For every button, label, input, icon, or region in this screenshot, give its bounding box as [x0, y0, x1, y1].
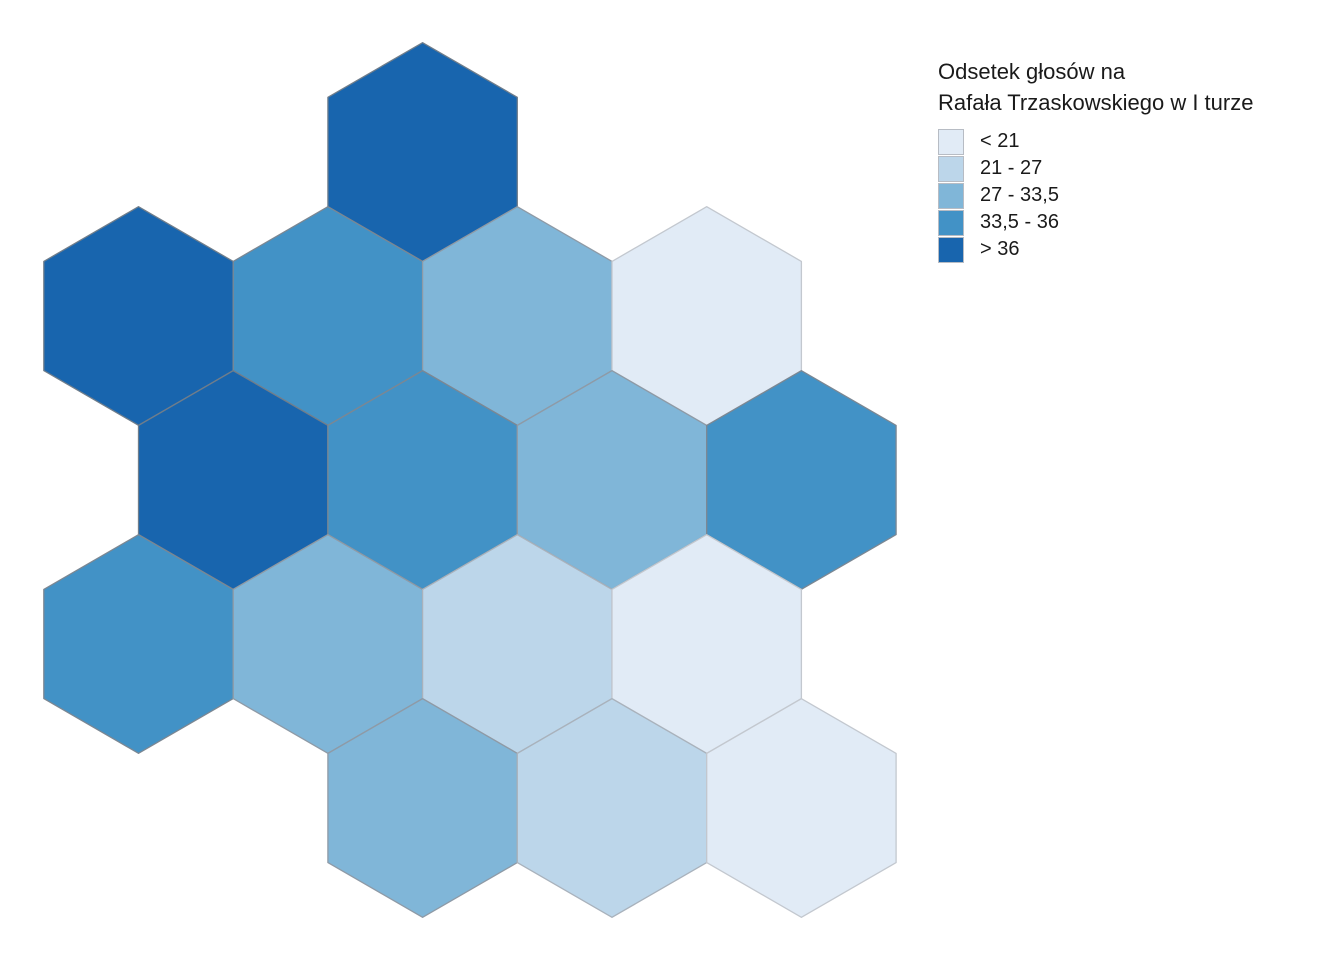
- legend-label: 27 - 33,5: [980, 184, 1059, 206]
- legend-label: < 21: [980, 130, 1020, 152]
- legend-label: 33,5 - 36: [980, 211, 1059, 233]
- legend-title-line-2: Rafała Trzaskowskiego w I turze: [938, 90, 1254, 115]
- legend-label: 21 - 27: [980, 157, 1043, 179]
- legend-item-27-33-5: 27 - 33,5: [938, 182, 1253, 209]
- legend-item-33-5-36: 33,5 - 36: [938, 209, 1253, 236]
- legend-swatch: [938, 236, 964, 263]
- legend-title-line-1: Odsetek głosów na: [938, 59, 1126, 84]
- legend-swatch: [938, 209, 964, 236]
- legend-swatch: [938, 128, 964, 155]
- legend-item-gt-36: > 36: [938, 236, 1253, 263]
- legend-label: > 36: [980, 238, 1020, 260]
- legend-title: Odsetek głosów na Rafała Trzaskowskiego …: [938, 56, 1253, 118]
- legend: Odsetek głosów na Rafała Trzaskowskiego …: [938, 56, 1253, 263]
- hex-class-lt-21: [706, 698, 897, 918]
- legend-swatch: [938, 182, 964, 209]
- legend-item-lt-21: < 21: [938, 128, 1253, 155]
- legend-item-21-27: 21 - 27: [938, 155, 1253, 182]
- legend-items: < 21 21 - 27 27 - 33,5 33,5 - 36 > 36: [938, 128, 1253, 263]
- legend-swatch: [938, 155, 964, 182]
